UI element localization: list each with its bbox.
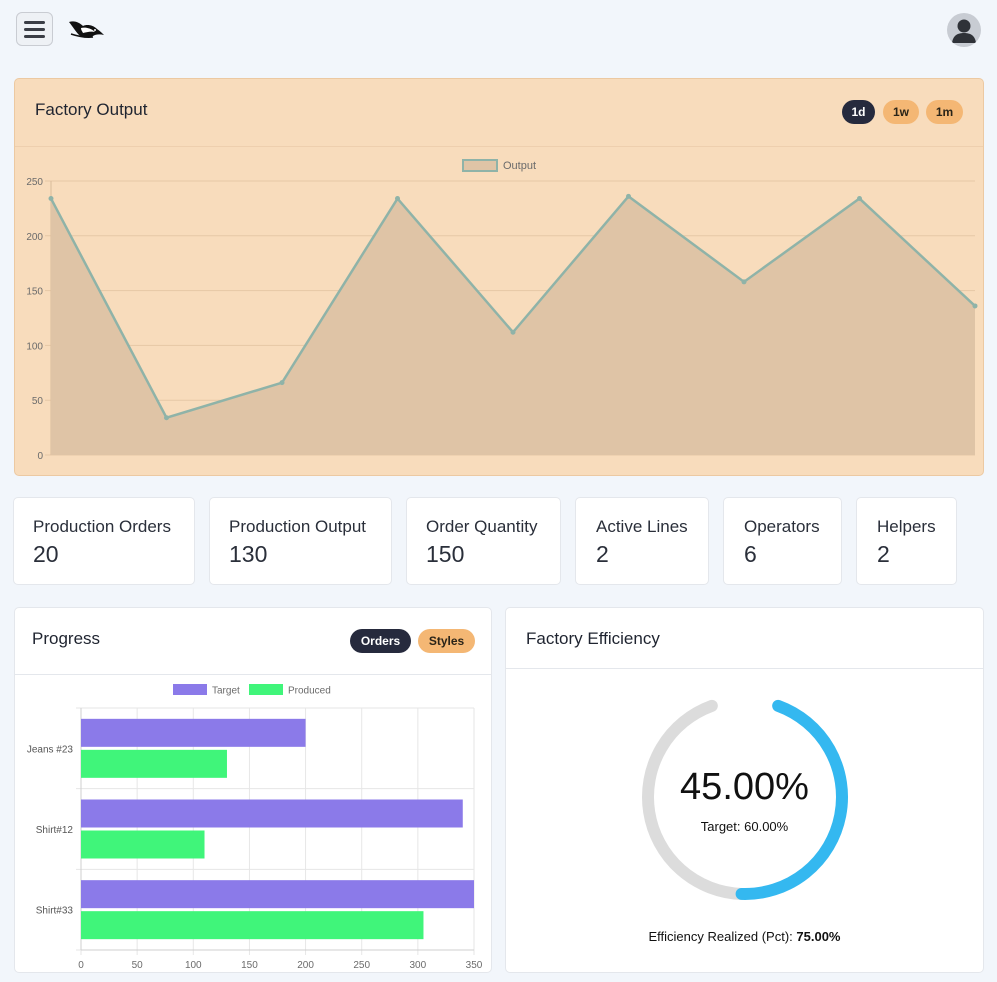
x-tick-label: 100 xyxy=(185,960,202,971)
x-tick-label: 350 xyxy=(466,960,483,971)
hamburger-icon-line xyxy=(24,34,45,38)
bar-target xyxy=(81,880,474,909)
tab-styles[interactable]: Styles xyxy=(418,629,475,653)
progress-title: Progress xyxy=(32,629,101,648)
x-tick-label: 200 xyxy=(297,960,314,971)
stat-label: Operators xyxy=(744,517,820,536)
legend-label-produced: Produced xyxy=(288,686,331,697)
gauge-fill xyxy=(735,699,848,900)
y-tick-label: 100 xyxy=(26,341,43,352)
legend-swatch-target xyxy=(173,684,207,695)
output-area-fill xyxy=(51,196,975,455)
x-tick-label: 0 xyxy=(78,960,84,971)
stat-value: 2 xyxy=(596,541,609,567)
stat-label: Order Quantity xyxy=(426,517,538,536)
efficiency-realized: Efficiency Realized (Pct): 75.00% xyxy=(506,929,983,944)
efficiency-header: Factory Efficiency xyxy=(506,608,983,669)
legend-swatch-produced xyxy=(249,684,283,695)
y-tick-label: 0 xyxy=(37,451,43,462)
stat-operators: Operators 6 xyxy=(723,497,842,585)
output-data-point xyxy=(741,279,747,285)
range-1d-button[interactable]: 1d xyxy=(842,100,875,124)
y-tick-label: 150 xyxy=(26,287,43,298)
stat-value: 150 xyxy=(426,541,465,567)
category-label: Shirt#33 xyxy=(36,906,74,917)
legend-swatch-output xyxy=(462,159,498,172)
factory-output-title: Factory Output xyxy=(35,100,148,119)
y-tick-label: 250 xyxy=(26,177,43,188)
stat-label: Production Output xyxy=(229,517,367,536)
user-silhouette-icon xyxy=(952,19,976,43)
output-data-point xyxy=(626,193,631,199)
efficiency-realized-label: Efficiency Realized (Pct): xyxy=(648,929,793,944)
bar-produced xyxy=(81,749,227,778)
factory-output-header: Factory Output 1d 1w 1m xyxy=(15,79,983,147)
stat-production-orders: Production Orders 20 xyxy=(13,497,195,585)
progress-card: Progress Orders Styles 0 50 100 150 200 250 30… xyxy=(14,607,492,973)
factory-efficiency-card: Factory Efficiency 45.00% Target: 60.00%… xyxy=(505,607,984,973)
progress-bar-chart: 0 50 100 150 200 250 300 350 Jeans #23 Shirt#12 Sh… xyxy=(27,684,483,971)
output-data-point xyxy=(164,415,169,421)
stat-production-output: Production Output 130 xyxy=(209,497,392,585)
stat-order-quantity: Order Quantity 150 xyxy=(406,497,561,585)
legend-label-target: Target xyxy=(212,686,240,697)
x-tick-label: 300 xyxy=(410,960,427,971)
output-data-point xyxy=(395,196,400,202)
efficiency-gauge xyxy=(642,699,848,900)
stat-label: Helpers xyxy=(877,517,936,536)
stat-label: Active Lines xyxy=(596,517,688,536)
x-tick-label: 150 xyxy=(241,960,258,971)
efficiency-percent: 45.00% xyxy=(680,766,809,808)
bar-target xyxy=(81,799,463,828)
output-data-point xyxy=(972,303,978,309)
y-tick-label: 50 xyxy=(32,396,44,407)
bird-logo-icon[interactable] xyxy=(67,16,105,44)
hamburger-menu-button[interactable] xyxy=(16,12,53,46)
stat-active-lines: Active Lines 2 xyxy=(575,497,709,585)
efficiency-target: Target: 60.00% xyxy=(700,819,789,834)
bar-produced xyxy=(81,830,205,859)
category-label: Jeans #23 xyxy=(27,744,74,755)
gauge-track xyxy=(642,699,748,900)
stat-helpers: Helpers 2 xyxy=(856,497,957,585)
progress-header: Progress Orders Styles xyxy=(15,608,491,675)
stat-value: 2 xyxy=(877,541,890,567)
legend-label-output: Output xyxy=(503,160,536,172)
category-label: Shirt#12 xyxy=(36,825,74,836)
user-avatar-icon[interactable] xyxy=(947,13,981,47)
tab-orders[interactable]: Orders xyxy=(350,629,411,653)
top-bar xyxy=(0,0,997,60)
output-data-point xyxy=(857,196,862,202)
efficiency-realized-value: 75.00% xyxy=(796,929,841,944)
output-data-point xyxy=(510,329,516,335)
stat-value: 130 xyxy=(229,541,268,567)
stat-value: 20 xyxy=(33,541,59,567)
stat-label: Production Orders xyxy=(33,517,171,536)
efficiency-title: Factory Efficiency xyxy=(526,629,660,648)
range-1m-button[interactable]: 1m xyxy=(926,100,963,124)
factory-output-chart: 0 50 100 150 200 250 Output xyxy=(26,159,978,462)
x-tick-label: 250 xyxy=(353,960,370,971)
y-tick-label: 200 xyxy=(26,232,43,243)
stat-value: 6 xyxy=(744,541,757,567)
output-data-point xyxy=(279,380,285,386)
x-tick-label: 50 xyxy=(132,960,144,971)
bar-target xyxy=(81,718,306,747)
factory-output-card: Factory Output 1d 1w 1m 0 50 100 150 200 250 O… xyxy=(14,78,984,476)
bar-produced xyxy=(81,911,424,940)
range-1w-button[interactable]: 1w xyxy=(883,100,919,124)
hamburger-icon-line xyxy=(24,20,45,24)
output-data-point xyxy=(48,196,54,202)
hamburger-icon-line xyxy=(24,27,45,31)
